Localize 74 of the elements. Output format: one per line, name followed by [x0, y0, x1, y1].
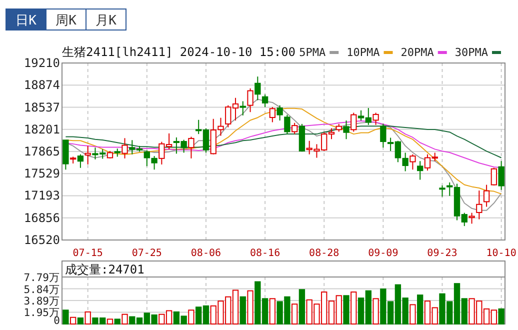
- candlestick: [417, 160, 424, 180]
- bar: [122, 314, 128, 324]
- candlestick: [247, 88, 254, 113]
- bar: [114, 318, 120, 324]
- candlestick: [77, 154, 84, 168]
- candlestick: [84, 145, 91, 165]
- candlestick: [498, 160, 504, 190]
- text: 周K: [56, 14, 77, 28]
- x-tick-label: 10-10: [486, 248, 516, 259]
- candlestick: [372, 112, 379, 126]
- x-tick-label: 08-28: [309, 248, 340, 259]
- candlestick: [262, 94, 268, 108]
- x-tick-label: 07-15: [72, 248, 103, 259]
- bar: [77, 317, 84, 324]
- x-tick-label: 09-09: [368, 248, 398, 259]
- bar: [269, 298, 276, 324]
- x-tick-label: 08-06: [190, 248, 222, 259]
- candlestick: [254, 76, 261, 101]
- candlestick: [380, 123, 386, 148]
- text: 月K: [96, 14, 117, 28]
- bar: [240, 296, 246, 324]
- bar: [247, 290, 254, 324]
- y-tick-label: 7.79万: [24, 272, 60, 284]
- candlestick: [350, 112, 357, 132]
- y-tick-label: 17865: [24, 144, 60, 158]
- bar: [350, 292, 357, 324]
- candlestick: [490, 167, 498, 186]
- candlestick: [410, 154, 416, 170]
- candlestick: [439, 184, 446, 198]
- y-tick-label: 17529: [24, 166, 60, 181]
- y-tick-label: 16856: [24, 210, 60, 225]
- bar: [188, 310, 194, 324]
- candlestick: [240, 100, 246, 116]
- x-tick-label: 08-16: [250, 248, 280, 259]
- bar: [62, 310, 69, 324]
- x-tick-label: 09-23: [427, 248, 458, 259]
- y-tick-label: 18201: [24, 122, 60, 136]
- chart-title: 生猪2411[lh2411] 2024-10-10 15:00: [62, 45, 296, 59]
- bar: [410, 304, 416, 324]
- legend-label: 30PMA: [454, 46, 488, 59]
- y-tick-label: 19210: [24, 56, 60, 70]
- y-tick-label: 5.84万: [24, 284, 60, 296]
- candlestick: [284, 114, 290, 135]
- y-tick-label: 18874: [24, 78, 60, 92]
- candlestick: [269, 106, 276, 123]
- text: 日K: [16, 14, 37, 28]
- candlestick: [62, 140, 69, 170]
- candlestick: [476, 190, 482, 220]
- legend-label: 10PMA: [346, 46, 380, 59]
- chart-title: 成交量:24701: [65, 262, 144, 276]
- bar: [417, 294, 424, 324]
- y-tick-label: 18537: [24, 100, 60, 114]
- bar: [106, 318, 114, 324]
- bar: [498, 308, 504, 324]
- bar: [84, 311, 91, 324]
- bar: [298, 289, 306, 324]
- bar: [291, 304, 298, 324]
- candlestick: [483, 184, 490, 208]
- candlestick: [291, 122, 298, 135]
- y-tick-label: 3.89万: [24, 296, 60, 308]
- legend-label: 20PMA: [400, 46, 434, 59]
- x-tick-label: 07-25: [132, 248, 162, 259]
- candlestick: [122, 138, 128, 159]
- bar: [343, 295, 350, 324]
- y-tick-label: 0: [54, 315, 60, 327]
- y-tick-label: 17193: [24, 188, 60, 203]
- candlestick: [343, 120, 350, 140]
- bar: [70, 316, 76, 324]
- y-tick-label: 16520: [24, 233, 60, 247]
- candlestick: [188, 136, 194, 159]
- candlestick: [468, 212, 475, 224]
- legend-label: 5PMA: [299, 46, 326, 59]
- candlestick: [276, 104, 283, 122]
- bar: [372, 298, 379, 324]
